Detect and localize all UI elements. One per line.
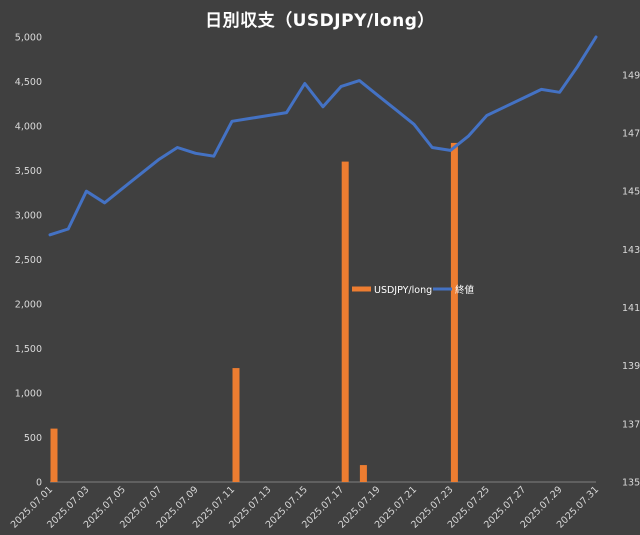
left-tick-label: 2,000 — [15, 300, 42, 311]
right-tick-label: 145 — [622, 187, 640, 198]
left-tick-label: 5,000 — [15, 33, 42, 44]
left-tick-label: 2,500 — [15, 255, 42, 266]
left-tick-label: 3,000 — [15, 211, 42, 222]
right-tick-label: 135 — [622, 478, 640, 489]
left-tick-label: 4,000 — [15, 122, 42, 133]
right-tick-label: 139 — [622, 361, 640, 372]
left-tick-label: 1,500 — [15, 344, 42, 355]
close-price-line — [50, 37, 596, 235]
right-tick-label: 143 — [622, 245, 640, 256]
bar — [233, 368, 240, 482]
legend: USDJPY/long 終値 — [352, 284, 475, 296]
bar — [451, 143, 458, 482]
right-tick-label: 149 — [622, 70, 640, 81]
right-axis: 135 137 139 141 143 145 147 149 — [622, 70, 640, 488]
right-tick-label: 141 — [622, 303, 640, 314]
left-tick-label: 3,500 — [15, 166, 42, 177]
left-axis: 0 500 1,000 1,500 2,000 2,500 3,000 3,500 4,000 4… — [15, 33, 42, 489]
left-tick-label: 0 — [36, 478, 42, 489]
line-series — [50, 37, 596, 235]
legend-label-line: 終値 — [455, 284, 475, 296]
bar — [342, 162, 349, 482]
left-tick-label: 4,500 — [15, 77, 42, 88]
bar — [360, 465, 367, 482]
bar-series — [51, 143, 458, 482]
bar — [51, 429, 58, 482]
legend-label-bar: USDJPY/long — [374, 285, 432, 296]
right-tick-label: 147 — [622, 128, 640, 139]
x-axis: 2025.07.012025.07.032025.07.052025.07.07… — [9, 482, 601, 531]
left-tick-label: 500 — [24, 433, 42, 444]
right-tick-label: 137 — [622, 419, 640, 430]
left-tick-label: 1,000 — [15, 389, 42, 400]
